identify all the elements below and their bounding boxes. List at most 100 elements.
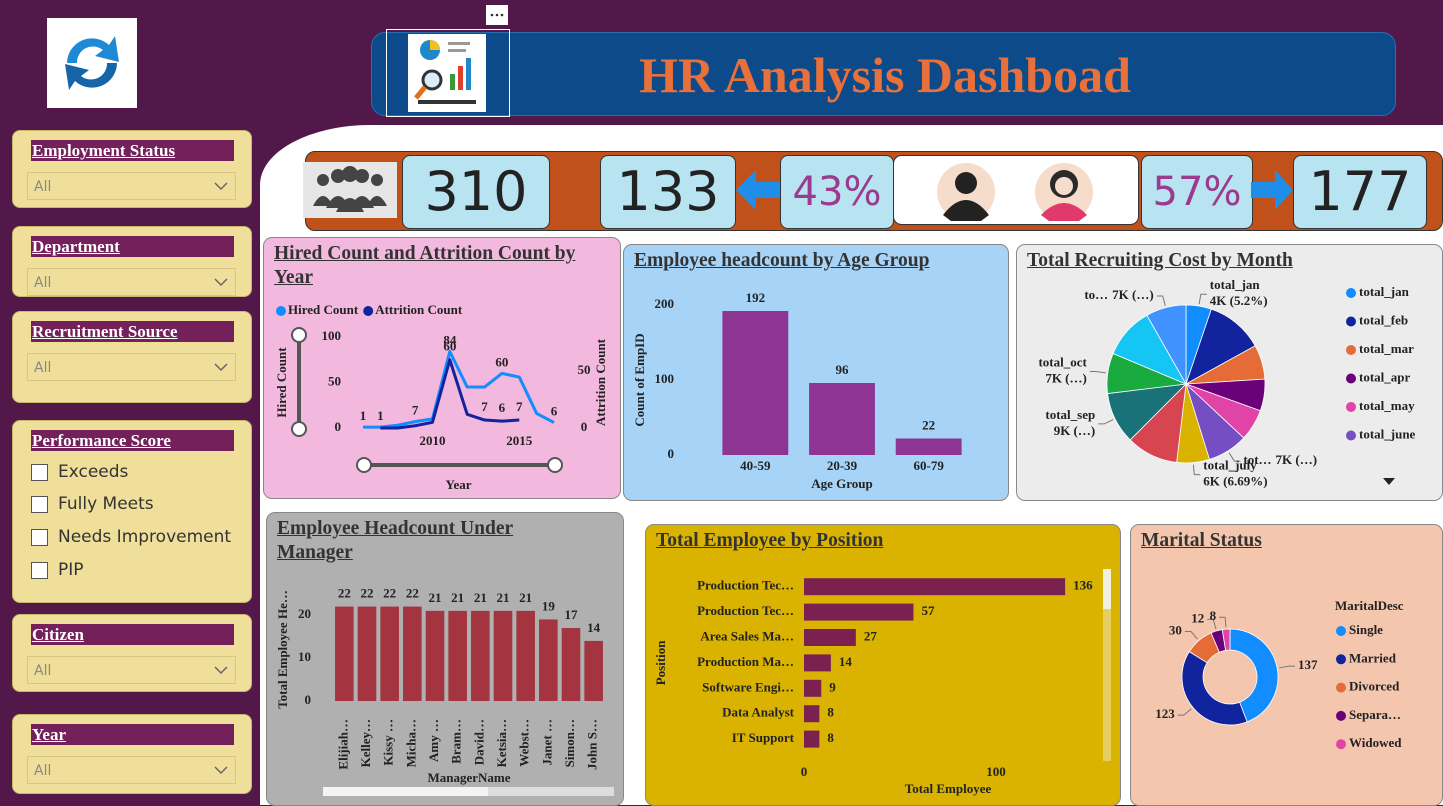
slider-handle[interactable] (547, 457, 563, 473)
icon-line (448, 49, 466, 52)
y-tick-label: Software Engi… (702, 679, 794, 694)
slider-handle[interactable] (291, 327, 307, 343)
chart: 0 100 200 192 40-59 96 20-39 22 60-79 Age Group Co… (632, 290, 962, 491)
slider-handle[interactable] (291, 421, 307, 437)
x-tick-label: Ketsia… (494, 719, 509, 767)
data-label: 192 (746, 290, 766, 305)
bar (584, 640, 603, 701)
legend-label: total_jan (1359, 284, 1410, 299)
leader-line (1192, 464, 1201, 476)
filter-value: All (34, 275, 52, 291)
data-label: 22 (383, 586, 396, 601)
slice-value: 7K (…) (1112, 287, 1154, 302)
y-tick-label: 0 (335, 419, 342, 434)
data-label: 6 (551, 404, 558, 419)
checkbox[interactable] (31, 464, 48, 481)
kpi-total: 310 (402, 155, 550, 229)
legend-marker (1336, 739, 1346, 750)
data-label: 8 (1210, 608, 1217, 623)
legend-label: Hired Count (288, 302, 359, 317)
filter-dropdown[interactable]: All (27, 756, 236, 784)
scroll-thumb[interactable] (1103, 569, 1111, 609)
data-label: 14 (839, 654, 853, 669)
scroll-thumb[interactable] (323, 787, 488, 796)
line-series (363, 350, 555, 429)
legend-label: Widowed (1349, 735, 1402, 750)
slice-name: to… (1084, 287, 1108, 302)
chart-title: Total Recruiting Cost by Month (1027, 250, 1293, 271)
x-tick-label: Micha… (403, 719, 418, 767)
data-label: 137 (1298, 657, 1318, 672)
leader-line (1089, 371, 1106, 374)
data-label: 1 (377, 408, 384, 423)
chart-card: 137 123 30 12 8 MaritalDesc Single Married Divor… (1130, 524, 1443, 806)
y-axis-title: Position (653, 640, 668, 686)
data-label: 21 (451, 590, 464, 605)
y-tick-label: 0 (305, 692, 312, 707)
bar (804, 603, 914, 621)
checkbox[interactable] (31, 496, 48, 513)
selection-frame (386, 29, 510, 117)
y-tick-label: 100 (322, 328, 342, 343)
data-label: 21 (474, 590, 487, 605)
x-axis-title: Age Group (811, 476, 873, 491)
legend-title: MaritalDesc (1335, 598, 1404, 613)
checkbox[interactable] (31, 562, 48, 579)
more-menu[interactable] (486, 5, 508, 25)
slice-value: 4K (5.2%) (1210, 293, 1268, 308)
data-label: 136 (1073, 578, 1093, 593)
data-label: 22 (406, 586, 419, 601)
donut-segment (1181, 651, 1248, 726)
filter-option[interactable]: Needs Improvement (31, 527, 231, 547)
filter-option[interactable]: PIP (31, 560, 84, 580)
slider-handle[interactable] (356, 457, 372, 473)
menu-dot (490, 13, 494, 17)
checkbox[interactable] (31, 529, 48, 546)
legend-label: Single (1349, 622, 1383, 637)
slice-value: 9K (…) (1054, 423, 1096, 438)
filter-option[interactable]: Exceeds (31, 462, 128, 482)
y-tick-label: IT Support (732, 730, 795, 745)
bar (804, 629, 856, 646)
y-tick-label: 50 (328, 373, 341, 388)
header-icon (408, 34, 486, 112)
filter-dropdown[interactable]: All (27, 353, 236, 381)
legend-label: total_may (1359, 398, 1415, 413)
y-tick-label: Production Tec… (697, 578, 794, 593)
legend-marker (1346, 373, 1356, 384)
x-tick-label: Kissy … (381, 719, 396, 766)
kpi-male-count: 133 (600, 155, 736, 229)
data-label: 7 (412, 403, 419, 418)
leader-line (1228, 452, 1241, 462)
filter-dropdown[interactable]: All (27, 172, 236, 200)
legend-label: Attrition Count (375, 302, 463, 317)
y-tick-label: 10 (298, 649, 311, 664)
y-axis-title: Hired Count (274, 347, 289, 418)
bar (804, 730, 820, 748)
data-label: 27 (864, 628, 878, 643)
kpi-female-count: 177 (1293, 155, 1427, 229)
filter-dropdown[interactable]: All (27, 268, 236, 296)
data-label: 60 (495, 354, 508, 369)
filter-dropdown[interactable]: All (27, 656, 236, 684)
legend-label: total_apr (1359, 369, 1411, 384)
legend-marker (1346, 430, 1356, 441)
filter-label: Department (31, 236, 234, 257)
legend-scroll[interactable] (1383, 478, 1395, 485)
filter-option[interactable]: Fully Meets (31, 494, 154, 514)
menu-dot (500, 13, 504, 17)
slice-name: total_july (1203, 458, 1257, 473)
data-label: 1 (360, 408, 367, 423)
data-label: 123 (1155, 706, 1175, 721)
slice-value: 7K (…) (1045, 371, 1087, 386)
slice-name: tot… (1243, 452, 1271, 467)
x-tick-label: John S… (585, 719, 600, 770)
data-label: 12 (1191, 610, 1204, 625)
bar (493, 610, 513, 701)
y-tick-label: Production Ma… (697, 654, 794, 669)
filter-card: Department All (12, 226, 252, 297)
chart-card: 0 100 136 Production Tec… 57 Production Tec… 2… (645, 524, 1121, 806)
data-label: 21 (497, 590, 510, 605)
x-tick-label: Janet … (539, 719, 554, 766)
chart: 137 123 30 12 8 MaritalDesc Single Married Divor… (1155, 598, 1404, 750)
